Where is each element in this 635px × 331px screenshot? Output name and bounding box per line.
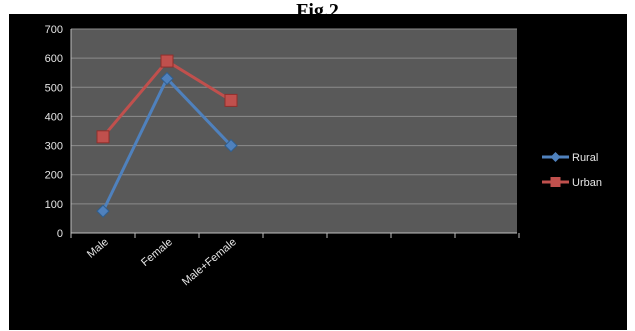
legend-label-urban: Urban [572,177,602,189]
axes [70,29,520,238]
y-tick-label: 500 [45,82,63,94]
legend-marker-urban [550,177,561,187]
legend-marker-rural [550,152,561,162]
line-chart: 0 100 200 300 400 500 600 700 Male Female Male+Fe… [9,14,627,330]
y-tick-label: 300 [45,141,63,153]
y-axis-tick-labels: 0 100 200 300 400 500 600 700 [45,24,63,240]
x-tick-label: Male+Female [180,236,239,288]
series-lines [96,54,238,218]
chart-svg: 0 100 200 300 400 500 600 700 Male Female Male+Fe… [45,24,602,288]
data-point-urban [224,93,238,107]
y-tick-label: 100 [45,199,63,211]
y-tick-label: 600 [45,53,63,65]
y-tick-label: 200 [45,170,63,182]
grid-lines [71,28,517,205]
y-tick-label: 700 [45,24,63,36]
legend: Rural Urban [542,152,602,189]
data-point-rural [160,71,174,86]
y-tick-label: 0 [57,228,63,240]
x-tick-label: Male [85,236,111,261]
data-point-rural [224,138,238,153]
plot-area [71,29,517,233]
x-tick-label: Female [139,236,175,269]
data-point-rural [96,204,110,218]
y-tick-label: 400 [45,111,63,123]
data-point-urban [160,54,174,68]
legend-label-rural: Rural [572,152,598,164]
data-point-urban [96,130,110,144]
x-axis-tick-labels: Male Female Male+Female [85,236,239,288]
